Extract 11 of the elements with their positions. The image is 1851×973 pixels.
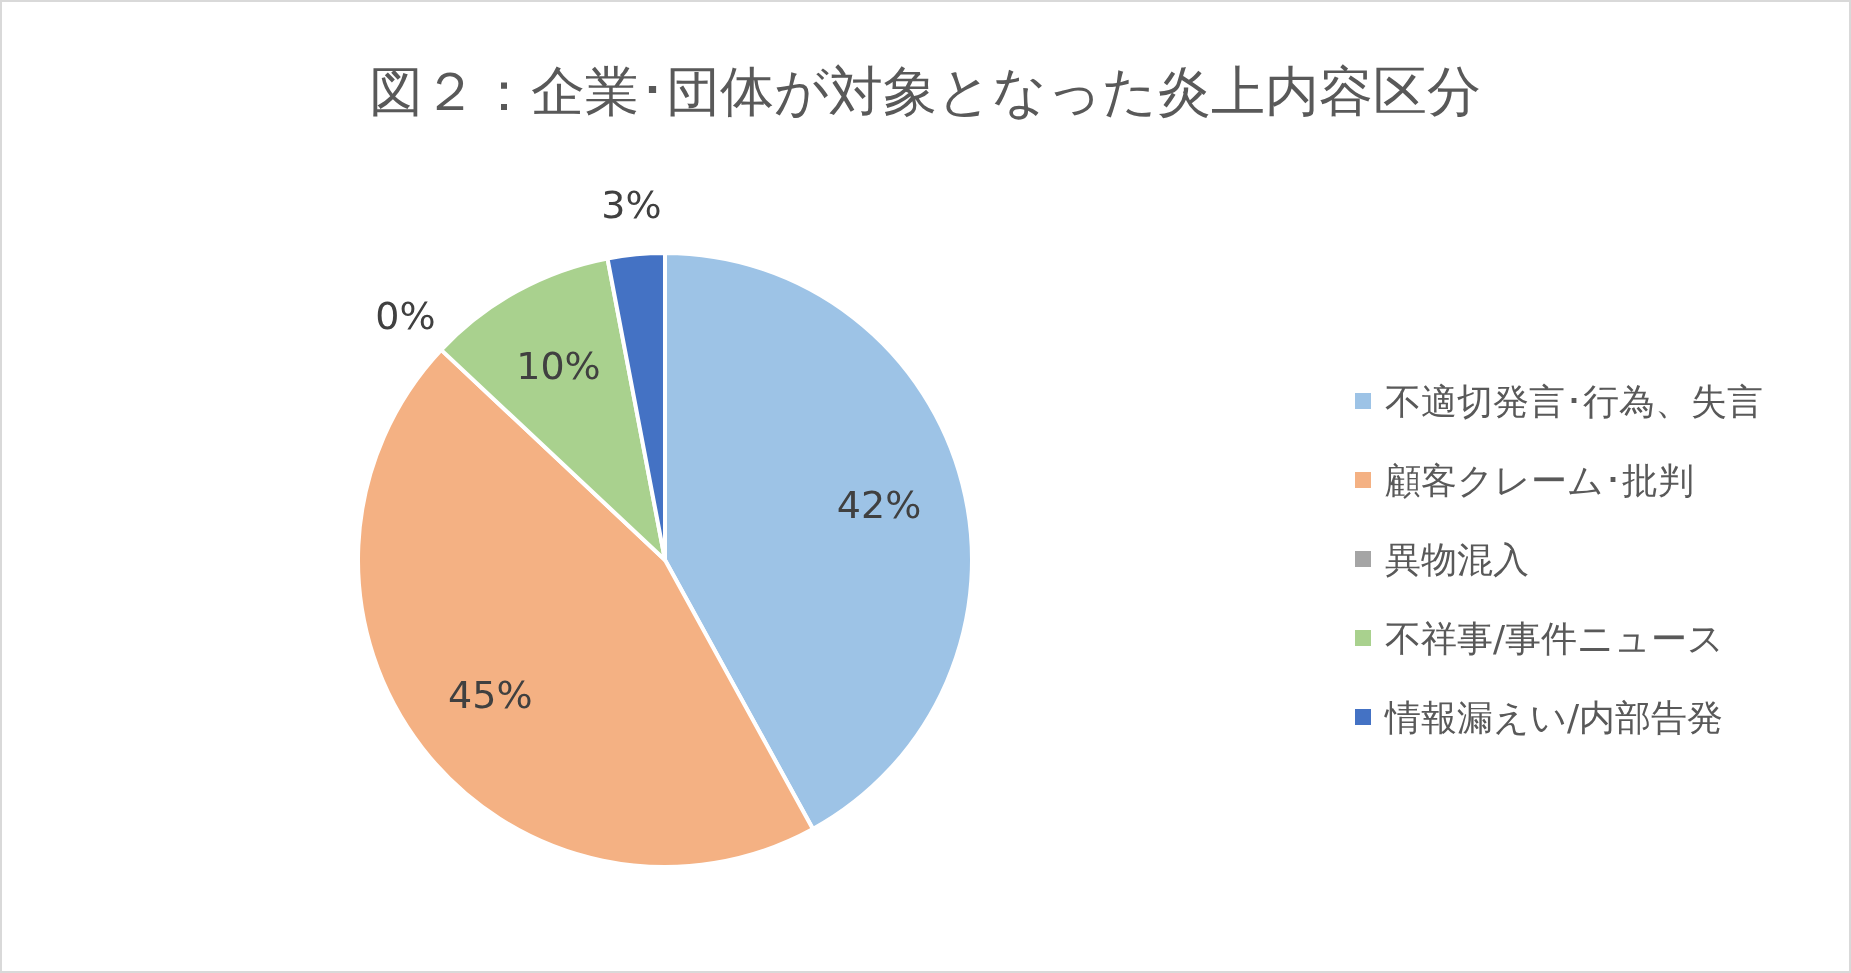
data-label: 45% [448, 673, 533, 718]
legend-label: 情報漏えい/内部告発 [1384, 697, 1724, 738]
legend-label: 不祥事/事件ニュース [1385, 618, 1725, 659]
data-label: 10% [516, 344, 601, 389]
data-label: 3% [601, 183, 662, 228]
chart-title: 図２：企業･団体が対象となった炎上内容区分 [369, 60, 1481, 123]
text: 0% [375, 294, 436, 339]
legend-label: 異物混入 [1385, 539, 1529, 580]
legend-label: 顧客クレーム･批判 [1385, 460, 1694, 501]
legend-label: 不適切発言･行為、失言 [1385, 381, 1763, 422]
data-label: 42% [836, 483, 922, 528]
